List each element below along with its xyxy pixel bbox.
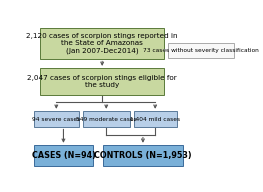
Text: 1,404 mild cases: 1,404 mild cases [130, 117, 180, 122]
Text: 94 severe cases: 94 severe cases [32, 117, 80, 122]
Text: 2,120 cases of scorpion stings reported in
the State of Amazonas
(Jan 2007-Dec20: 2,120 cases of scorpion stings reported … [26, 33, 178, 54]
FancyBboxPatch shape [103, 145, 183, 166]
Text: 73 cases without severity classification: 73 cases without severity classification [143, 48, 259, 53]
FancyBboxPatch shape [34, 111, 79, 127]
FancyBboxPatch shape [40, 28, 164, 59]
Text: 549 moderate cases: 549 moderate cases [76, 117, 136, 122]
Text: CASES (N=94): CASES (N=94) [32, 151, 95, 160]
FancyBboxPatch shape [83, 111, 130, 127]
FancyBboxPatch shape [134, 111, 176, 127]
FancyBboxPatch shape [168, 43, 234, 58]
Text: 2,047 cases of scorpion stings eligible for
the study: 2,047 cases of scorpion stings eligible … [27, 75, 177, 88]
FancyBboxPatch shape [40, 68, 164, 95]
FancyBboxPatch shape [34, 145, 93, 166]
Text: CONTROLS (N=1,953): CONTROLS (N=1,953) [94, 151, 192, 160]
